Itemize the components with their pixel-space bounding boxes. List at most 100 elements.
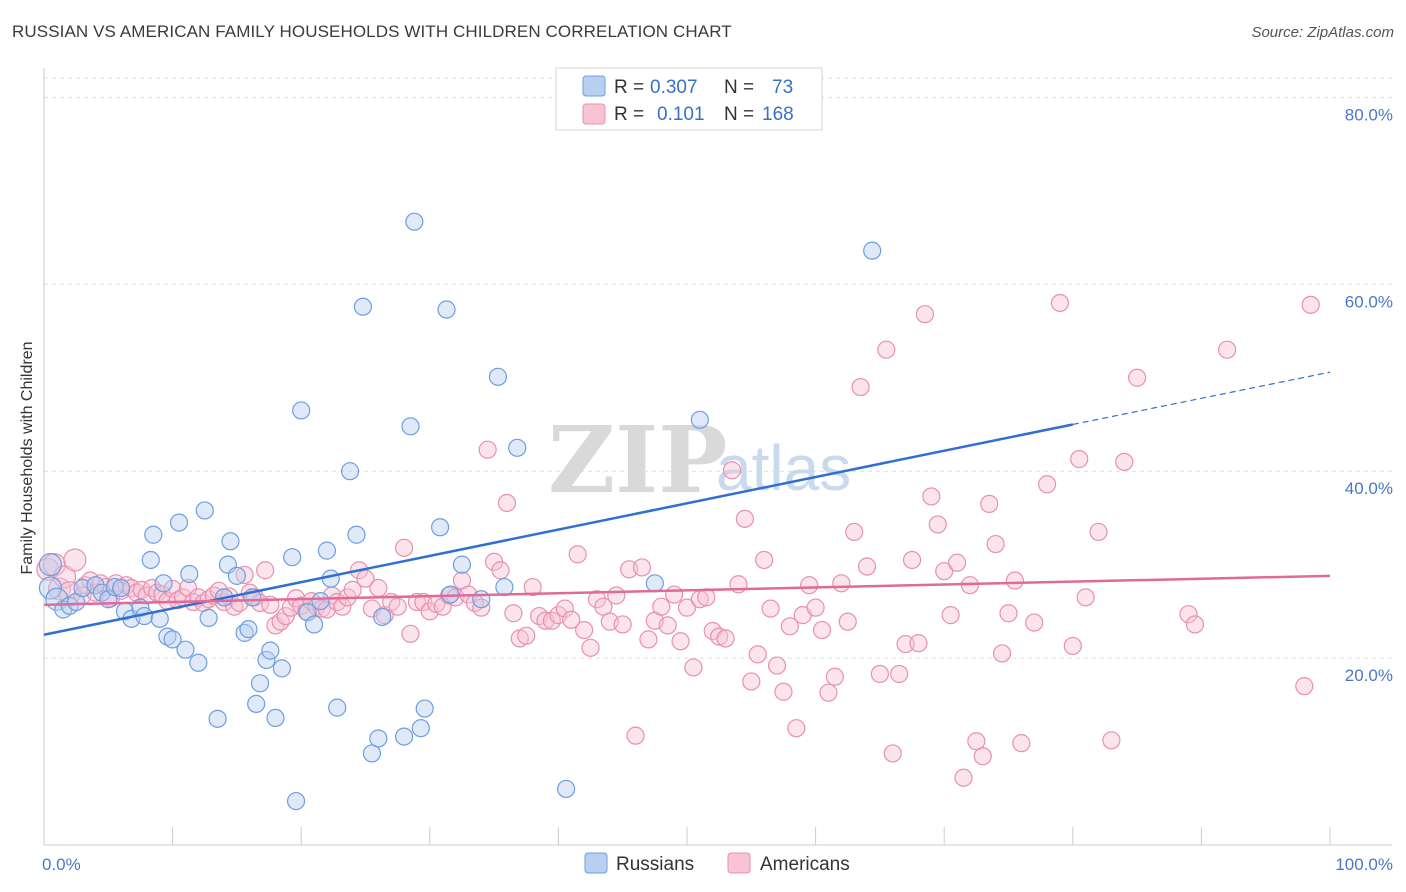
russians-point-61 (415, 699, 434, 718)
americans-point-107 (652, 597, 671, 616)
russians-point-0 (38, 553, 63, 577)
americans-point-144 (896, 634, 915, 654)
russians-point-32 (227, 566, 246, 585)
axes (43, 68, 1392, 846)
americans-point-131 (806, 598, 825, 617)
russians-point-72 (690, 410, 709, 429)
americans-point-109 (665, 585, 684, 604)
americans-point-104 (632, 558, 652, 577)
americans-point-93 (562, 610, 581, 629)
russians-point-62 (430, 518, 450, 537)
americans-point-141 (877, 340, 896, 359)
y-tick-labels: 20.0% 40.0% 60.0% 80.0% (1345, 105, 1393, 685)
americans-point-156 (973, 747, 992, 766)
russians-point-10 (105, 577, 124, 597)
americans-point-172 (1127, 368, 1147, 387)
americans-point-92 (555, 599, 574, 618)
americans-point-103 (626, 726, 645, 745)
americans-point-86 (517, 626, 536, 645)
russians-point-22 (169, 513, 189, 532)
americans-point-153 (954, 768, 973, 787)
correlation-legend: R = 0.307 N = 73 R = 0.101 N = 168 (555, 67, 823, 131)
russians-point-48 (317, 541, 337, 560)
russians-point-23 (176, 640, 195, 659)
americans-point-177 (1301, 295, 1320, 314)
russians-point-66 (472, 590, 491, 609)
russians-point-69 (508, 438, 527, 457)
americans-point-68 (401, 624, 420, 643)
bottom-legend-swatch-russians (584, 852, 608, 874)
legend-swatch-russians (582, 75, 606, 97)
americans-point-132 (812, 620, 832, 640)
russians-points (38, 212, 882, 811)
russians-point-54 (362, 744, 382, 763)
russians-point-39 (261, 641, 280, 660)
americans-point-49 (292, 596, 311, 615)
legend-n-value-russians: 73 (772, 77, 793, 98)
americans-point-63 (369, 578, 388, 598)
americans-point-123 (755, 550, 774, 570)
americans-point-176 (1295, 677, 1314, 696)
americans-point-67 (394, 538, 414, 557)
russians-point-52 (347, 525, 366, 544)
bottom-legend-americans: Americans (760, 854, 850, 875)
russians-point-20 (158, 627, 177, 646)
americans-point-128 (787, 719, 806, 738)
americans-point-101 (613, 615, 632, 634)
russians-point-43 (286, 791, 306, 811)
americans-point-135 (832, 574, 851, 593)
russians-point-24 (180, 564, 199, 584)
americans-point-116 (710, 627, 729, 646)
russians-point-28 (208, 709, 227, 728)
russians-point-67 (488, 367, 508, 386)
russians-point-60 (411, 719, 430, 738)
russians-point-56 (373, 607, 392, 627)
y-axis-label: Family Households with Children (19, 342, 36, 575)
russians-point-25 (189, 653, 208, 672)
americans-point-159 (992, 644, 1012, 663)
russians-point-27 (199, 608, 218, 628)
bottom-legend-swatch-americans (727, 852, 751, 874)
russians-point-50 (328, 698, 347, 717)
chart-title: RUSSIAN VS AMERICAN FAMILY HOUSEHOLDS WI… (12, 22, 732, 41)
americans-point-100 (607, 586, 626, 605)
russians-point-21 (163, 630, 182, 649)
americans-point-80 (478, 440, 497, 459)
russians-point-31 (221, 532, 240, 551)
americans-point-82 (491, 561, 510, 580)
legend-n-label-russians: N = (724, 77, 754, 98)
americans-point-137 (845, 522, 864, 542)
series-legend: Russians Americans (584, 852, 850, 875)
russians-point-68 (495, 577, 514, 597)
americans-point-66 (388, 597, 407, 616)
russians-point-7 (86, 576, 105, 595)
y-tick-label-2: 60.0% (1345, 292, 1393, 311)
russians-point-57 (394, 727, 414, 746)
americans-point-105 (639, 630, 658, 649)
legend-r-label-americans: R = (614, 104, 644, 125)
russians-point-11 (112, 578, 131, 598)
x-tick-label-1: 100.0% (1335, 855, 1393, 874)
americans-point-84 (504, 604, 523, 623)
x-tick-label-0: 0.0% (42, 855, 81, 874)
watermark-zip: ZIP (548, 406, 727, 514)
americans-point-5 (63, 548, 87, 572)
legend-r-value-russians: 0.307 (650, 77, 698, 98)
americans-point-152 (947, 553, 967, 572)
americans-point-147 (915, 305, 935, 324)
russians-point-70 (557, 779, 576, 799)
americans-point-83 (497, 493, 517, 513)
americans-point-169 (1089, 522, 1108, 542)
americans-point-97 (587, 590, 607, 609)
americans-point-120 (735, 509, 754, 528)
americans-point-53 (312, 599, 331, 618)
americans-point-165 (1050, 293, 1070, 313)
americans-point-126 (774, 682, 793, 701)
russians-point-34 (239, 620, 258, 639)
y-tick-label-0: 20.0% (1345, 666, 1393, 685)
x-tick-labels: 0.0% 100.0% (42, 855, 1393, 874)
americans-point-148 (922, 487, 941, 506)
americans-point-122 (748, 645, 767, 664)
americans-point-110 (671, 632, 690, 651)
